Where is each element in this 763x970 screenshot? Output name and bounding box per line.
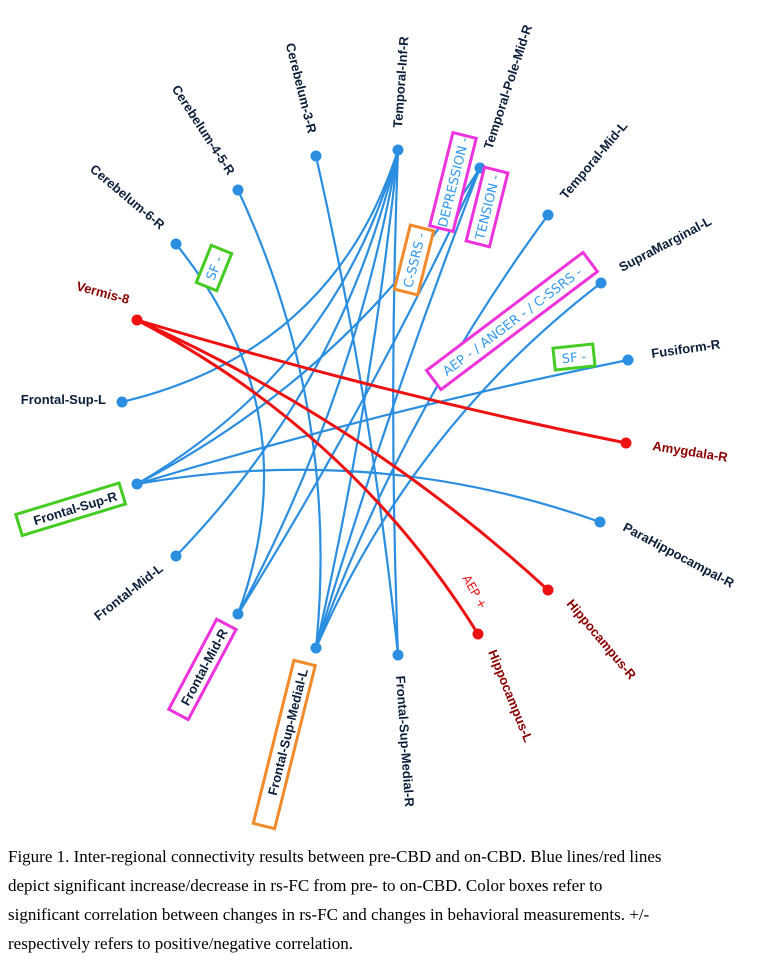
node-dot-supramarginal-l: [595, 277, 607, 289]
label-amygdala-r: Amygdala-R: [652, 438, 730, 465]
node-labels: Cerebelum-6-R Cerebelum-4-5-R Cerebelum-…: [13, 22, 738, 831]
edge-increase-cerebelum-3-r-frontal-sup-medial-r: [314, 155, 400, 656]
frontal-sup-r-box: Frontal-Sup-R: [13, 481, 128, 538]
caption-line: Figure 1. Inter-regional connectivity re…: [8, 847, 662, 866]
node-dot-frontal-mid-r: [232, 608, 244, 620]
node-dot-frontal-sup-medial-l: [310, 642, 322, 654]
label-parahippocampal-r: ParaHippocampal-R: [621, 519, 738, 591]
node-dot-cerebelum-3-r: [310, 150, 322, 162]
caption-line: depict significant increase/decrease in …: [8, 876, 603, 895]
edge-increase-cerebelum-4-5-r-frontal-sup-medial-l: [237, 189, 322, 649]
edge-increase-temporal-pole-mid-r-frontal-sup-medial-l: [314, 167, 482, 649]
nodes-layer: [116, 144, 634, 661]
frontal-sup-medial-l-box: Frontal-Sup-Medial-L: [251, 658, 318, 831]
edge-increase-temporal-inf-r-frontal-sup-medial-r: [392, 149, 400, 656]
tag-sf-cerebelum: SF -: [194, 243, 234, 293]
label-temporal-inf-r: Temporal-Inf-R: [390, 35, 411, 128]
figure-caption: Figure 1. Inter-regional connectivity re…: [8, 842, 758, 958]
label-supramarginal-l: SupraMarginal-L: [616, 213, 714, 274]
label-frontal-mid-r: Frontal-Mid-R: [178, 626, 231, 708]
edge-increase-temporal-inf-r-frontal-mid-l: [175, 149, 400, 557]
label-vermis-8: Vermis-8: [75, 278, 131, 307]
node-dot-frontal-sup-l: [116, 396, 128, 408]
edge-increase-frontal-sup-l-temporal-inf-r: [121, 149, 400, 404]
label-cerebelum-3-r: Cerebelum-3-R: [283, 41, 320, 135]
edge-increase-temporal-inf-r-frontal-sup-r: [136, 149, 400, 485]
edge-increase-temporal-inf-r-frontal-mid-r: [237, 149, 400, 615]
node-dot-hippocampus-r: [542, 584, 554, 596]
tag-text: SF -: [561, 350, 587, 368]
label-hippocampus-r: Hippocampus-R: [564, 596, 640, 682]
node-dot-cerebelum-6-r: [170, 238, 182, 250]
edges-layer: [121, 149, 629, 656]
node-dot-temporal-mid-l: [542, 209, 554, 221]
node-dot-hippocampus-l: [472, 628, 484, 640]
edge-increase-temporal-inf-r-frontal-sup-medial-l: [314, 149, 400, 649]
edge-decrease-vermis-8-hippocampus-l: [136, 318, 480, 635]
label-fusiform-r: Fusiform-R: [650, 336, 721, 361]
label-cerebelum-6-r: Cerebelum-6-R: [87, 161, 168, 232]
label-cerebelum-4-5-r: Cerebelum-4-5-R: [169, 82, 239, 178]
label-temporal-mid-l: Temporal-Mid-L: [557, 118, 631, 202]
node-dot-frontal-sup-r: [131, 478, 143, 490]
node-dot-amygdala-r: [620, 437, 632, 449]
edge-increase-parahippocampal-r-frontal-sup-r: [136, 468, 601, 524]
tag-cssrs: C-SSRS -: [392, 223, 436, 297]
edge-increase-temporal-mid-l-frontal-sup-medial-l: [314, 214, 549, 649]
label-frontal-sup-medial-r: Frontal-Sup-Medial-R: [393, 675, 417, 808]
label-frontal-sup-r: Frontal-Sup-R: [32, 488, 120, 528]
node-dot-parahippocampal-r: [594, 516, 606, 528]
frontal-mid-r-box: Frontal-Mid-R: [166, 617, 239, 722]
label-frontal-mid-l: Frontal-Mid-L: [91, 561, 166, 624]
node-dot-cerebelum-4-5-r: [232, 184, 244, 196]
node-dot-vermis-8: [131, 314, 143, 326]
tag-depression: DEPRESSION -: [427, 130, 479, 234]
label-hippocampus-l: Hippocampus-L: [485, 648, 536, 745]
node-dot-frontal-sup-medial-r: [392, 649, 404, 661]
edge-increase-supramarginal-l-frontal-sup-medial-l: [314, 282, 602, 649]
label-temporal-pole-mid-r: Temporal-Pole-Mid-R: [481, 22, 536, 151]
tag-sf-fusiform: SF -: [551, 342, 597, 372]
node-dot-fusiform-r: [622, 354, 634, 366]
node-dot-temporal-inf-r: [392, 144, 404, 156]
edge-decrease-vermis-8-hippocampus-r: [136, 318, 550, 592]
caption-line: respectively refers to positive/negative…: [8, 934, 354, 953]
tag-aep-plus: AEP +: [459, 573, 490, 612]
node-dot-frontal-mid-l: [170, 550, 182, 562]
edge-increase-cerebelum-6-r-frontal-mid-r: [175, 243, 266, 615]
tag-tension: TENSION -: [464, 165, 510, 249]
connectogram: Cerebelum-6-R Cerebelum-4-5-R Cerebelum-…: [13, 22, 738, 831]
label-frontal-sup-l: Frontal-Sup-L: [21, 392, 106, 407]
edge-increase-fusiform-r-frontal-sup-r: [136, 358, 629, 486]
edge-decrease-vermis-8-amygdala-r: [136, 318, 627, 445]
caption-line: significant correlation between changes …: [8, 905, 650, 924]
